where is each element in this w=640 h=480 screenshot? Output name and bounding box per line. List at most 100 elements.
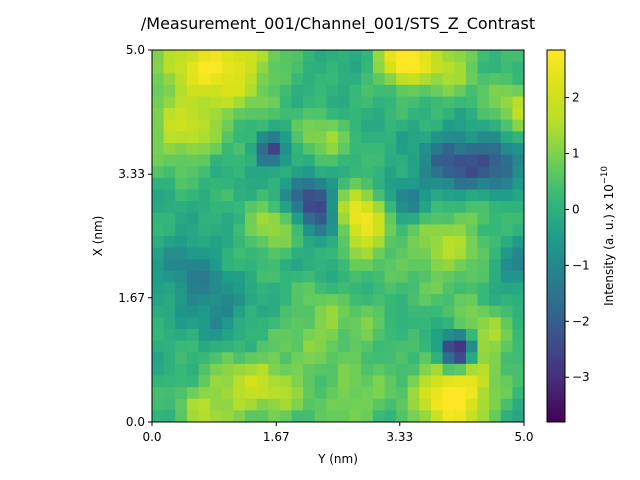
- heatmap-cell: [454, 352, 467, 365]
- heatmap-cell: [186, 236, 199, 249]
- heatmap-cell: [419, 212, 432, 225]
- heatmap-cell: [256, 375, 269, 388]
- heatmap-cell: [268, 166, 281, 179]
- heatmap-cell: [152, 352, 165, 365]
- heatmap-cell: [198, 294, 211, 307]
- heatmap-cell: [268, 212, 281, 225]
- heatmap-cell: [465, 50, 478, 63]
- heatmap-cell: [372, 201, 385, 214]
- heatmap-cell: [338, 329, 351, 342]
- heatmap-cell: [268, 317, 281, 330]
- heatmap-cell: [291, 73, 304, 86]
- heatmap-cell: [186, 201, 199, 214]
- heatmap-cell: [396, 131, 409, 144]
- heatmap-cell: [279, 294, 292, 307]
- heatmap-cell: [500, 317, 513, 330]
- heatmap-cell: [338, 212, 351, 225]
- heatmap-cell: [431, 224, 444, 237]
- heatmap-cell: [175, 73, 188, 86]
- heatmap-cell: [465, 270, 478, 283]
- heatmap-cell: [256, 96, 269, 109]
- heatmap-cell: [477, 363, 490, 376]
- heatmap-cell: [396, 259, 409, 272]
- heatmap-cell: [175, 398, 188, 411]
- heatmap-cell: [338, 305, 351, 318]
- heatmap-cell: [396, 236, 409, 249]
- heatmap-cell: [454, 387, 467, 400]
- y-tick-label: 0.0: [126, 415, 145, 429]
- heatmap-cell: [245, 294, 258, 307]
- heatmap-cell: [419, 352, 432, 365]
- heatmap-cell: [326, 247, 339, 260]
- heatmap-cell: [210, 236, 223, 249]
- heatmap-cell: [407, 352, 420, 365]
- heatmap-cell: [396, 189, 409, 202]
- heatmap-cell: [186, 305, 199, 318]
- heatmap-cell: [186, 224, 199, 237]
- heatmap-cell: [233, 119, 246, 132]
- heatmap-cell: [419, 294, 432, 307]
- heatmap-cell: [500, 305, 513, 318]
- heatmap-cell: [186, 84, 199, 97]
- heatmap-cell: [512, 201, 525, 214]
- heatmap-cell: [407, 247, 420, 260]
- heatmap-cell: [349, 259, 362, 272]
- heatmap-cell: [396, 201, 409, 214]
- heatmap-cell: [512, 189, 525, 202]
- heatmap-cell: [152, 212, 165, 225]
- heatmap-cell: [442, 84, 455, 97]
- heatmap-cell: [268, 119, 281, 132]
- heatmap-cell: [512, 270, 525, 283]
- heatmap-cell: [361, 61, 374, 74]
- heatmap-cell: [198, 61, 211, 74]
- heatmap-cell: [256, 166, 269, 179]
- heatmap-cell: [291, 143, 304, 156]
- heatmap-cell: [396, 50, 409, 63]
- heatmap-cell: [210, 212, 223, 225]
- heatmap-cell: [175, 410, 188, 423]
- heatmap-cell: [361, 131, 374, 144]
- heatmap-cell: [186, 363, 199, 376]
- heatmap-cell: [454, 294, 467, 307]
- heatmap-cell: [210, 131, 223, 144]
- heatmap-cell: [186, 50, 199, 63]
- heatmap-cell: [221, 108, 234, 121]
- heatmap-cell: [186, 410, 199, 423]
- heatmap-cell: [407, 294, 420, 307]
- heatmap-cell: [372, 108, 385, 121]
- heatmap-cell: [372, 363, 385, 376]
- heatmap-cell: [314, 212, 327, 225]
- heatmap-cell: [221, 119, 234, 132]
- heatmap-cell: [163, 73, 176, 86]
- heatmap-cell: [500, 119, 513, 132]
- heatmap-cell: [152, 119, 165, 132]
- heatmap-cell: [407, 177, 420, 190]
- heatmap-cell: [233, 108, 246, 121]
- heatmap-cell: [372, 143, 385, 156]
- heatmap-cell: [175, 294, 188, 307]
- heatmap-cell: [396, 387, 409, 400]
- heatmap-cell: [349, 50, 362, 63]
- heatmap-cell: [233, 375, 246, 388]
- heatmap-cell: [431, 247, 444, 260]
- heatmap-cell: [268, 259, 281, 272]
- heatmap-cell: [349, 166, 362, 179]
- heatmap-cell: [279, 352, 292, 365]
- heatmap-cell: [407, 329, 420, 342]
- heatmap-cell: [210, 108, 223, 121]
- heatmap-cell: [303, 387, 316, 400]
- heatmap-cell: [256, 189, 269, 202]
- heatmap-cell: [279, 201, 292, 214]
- heatmap-cell: [349, 84, 362, 97]
- heatmap-cell: [221, 189, 234, 202]
- heatmap-cell: [349, 177, 362, 190]
- heatmap-cell: [303, 375, 316, 388]
- heatmap-cell: [326, 236, 339, 249]
- heatmap-cell: [454, 398, 467, 411]
- heatmap-cell: [489, 131, 502, 144]
- heatmap-cell: [245, 108, 258, 121]
- heatmap-cell: [349, 387, 362, 400]
- heatmap-cell: [152, 363, 165, 376]
- heatmap-cell: [465, 317, 478, 330]
- heatmap-cell: [279, 189, 292, 202]
